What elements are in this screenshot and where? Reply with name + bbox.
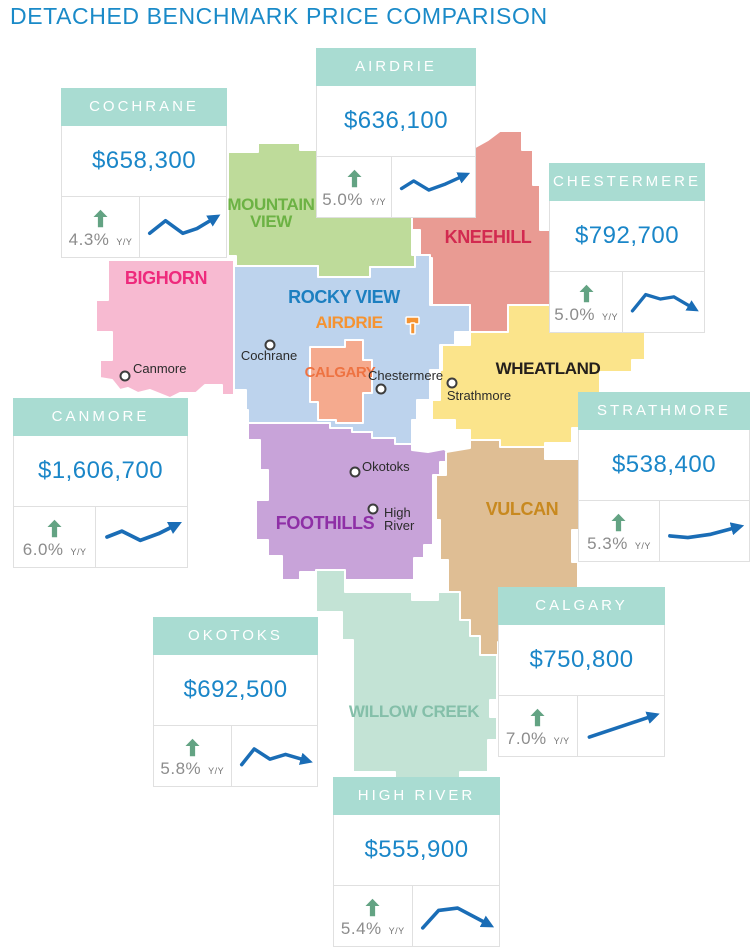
map-labels: MOUNTAIN VIEW KNEEHILL BIGHORN WHEATLAND ROCK… bbox=[125, 195, 601, 721]
up-arrow-icon bbox=[347, 169, 362, 187]
card-region-name: CALGARY bbox=[498, 587, 665, 625]
region-bighorn bbox=[95, 259, 235, 399]
yoy-change: 5.3% bbox=[587, 533, 628, 553]
yoy-change: 5.0% bbox=[322, 189, 363, 209]
region-foothills bbox=[247, 422, 453, 581]
map-label-airdrie-town: AIRDRIE bbox=[315, 313, 382, 332]
up-arrow-icon bbox=[611, 513, 626, 531]
region-label-mountain-view: MOUNTAIN VIEW bbox=[227, 195, 314, 231]
price-card-canmore: CANMORE $1,606,700 6.0% Y/Y bbox=[13, 398, 188, 568]
city-label-canmore: Canmore bbox=[133, 361, 186, 376]
city-label-strathmore: Strathmore bbox=[447, 388, 511, 403]
yoy-label: Y/Y bbox=[208, 765, 225, 776]
city-dot-cochrane bbox=[264, 339, 276, 351]
yoy-change: 5.8% bbox=[160, 758, 202, 778]
trend-sparkline bbox=[668, 522, 745, 540]
yoy-label: Y/Y bbox=[388, 925, 405, 936]
card-region-name: STRATHMORE bbox=[578, 392, 750, 430]
trend-sparkline bbox=[587, 711, 660, 739]
card-region-name: AIRDRIE bbox=[316, 48, 476, 86]
card-region-name: OKOTOKS bbox=[153, 617, 318, 655]
price-card-strathmore: STRATHMORE $538,400 5.3% Y/Y bbox=[578, 392, 750, 562]
card-region-name: HIGH RIVER bbox=[333, 777, 500, 815]
region-label-kneehill: KNEEHILL bbox=[445, 227, 532, 247]
trend-sparkline bbox=[420, 906, 494, 930]
benchmark-price: $636,100 bbox=[343, 107, 449, 134]
yoy-label: Y/Y bbox=[116, 236, 133, 247]
up-arrow-icon bbox=[93, 209, 108, 227]
benchmark-price: $538,400 bbox=[611, 451, 717, 478]
price-card-okotoks: OKOTOKS $692,500 5.8% Y/Y bbox=[153, 617, 318, 787]
trend-sparkline bbox=[400, 172, 471, 192]
yoy-change: 5.0% bbox=[554, 304, 596, 324]
yoy-label: Y/Y bbox=[70, 546, 87, 557]
region-calgary-region bbox=[309, 339, 373, 424]
region-label-vulcan: VULCAN bbox=[486, 499, 559, 519]
card-region-name: CHESTERMERE bbox=[549, 163, 705, 201]
city-dot-chestermere bbox=[375, 383, 387, 395]
page-title: DETACHED BENCHMARK PRICE COMPARISON bbox=[10, 3, 548, 29]
region-label-foothills: FOOTHILLS bbox=[276, 513, 375, 533]
city-label-cochrane: Cochrane bbox=[241, 348, 297, 363]
region-label-willow-creek: WILLOW CREEK bbox=[349, 702, 480, 721]
city-label-high-river: High River bbox=[384, 505, 415, 533]
trend-sparkline bbox=[239, 747, 313, 767]
benchmark-price: $555,900 bbox=[364, 836, 469, 863]
trend-sparkline bbox=[630, 292, 700, 313]
yoy-label: Y/Y bbox=[553, 735, 570, 746]
yoy-change: 4.3% bbox=[68, 229, 110, 249]
map-cities: Canmore Cochrane Chestermere Strathmore Okot… bbox=[119, 339, 511, 533]
city-dot-okotoks bbox=[349, 466, 361, 478]
yoy-label: Y/Y bbox=[602, 311, 619, 322]
up-arrow-icon bbox=[185, 738, 200, 756]
region-willow-creek bbox=[315, 569, 498, 783]
region-label-bighorn: BIGHORN bbox=[125, 268, 207, 288]
yoy-change: 6.0% bbox=[22, 539, 64, 559]
yoy-change: 5.4% bbox=[340, 918, 382, 938]
benchmark-price: $792,700 bbox=[574, 222, 680, 249]
up-arrow-icon bbox=[530, 708, 545, 726]
up-arrow-icon bbox=[47, 519, 62, 537]
yoy-change: 7.0% bbox=[505, 728, 547, 748]
card-region-name: CANMORE bbox=[13, 398, 188, 436]
price-card-calgary: CALGARY $750,800 7.0% Y/Y bbox=[498, 587, 665, 757]
region-label-rocky-view: ROCKY VIEW bbox=[288, 287, 400, 307]
price-card-airdrie: AIRDRIE $636,100 5.0% Y/Y bbox=[316, 48, 476, 218]
price-card-high-river: HIGH RIVER $555,900 5.4% Y/Y bbox=[333, 777, 500, 947]
price-card-cochrane: COCHRANE $658,300 4.3% Y/Y bbox=[61, 88, 227, 258]
map-regions bbox=[95, 130, 646, 783]
region-label-wheatland: WHEATLAND bbox=[496, 359, 601, 378]
trend-sparkline bbox=[104, 521, 182, 543]
card-region-name: COCHRANE bbox=[61, 88, 227, 126]
benchmark-price: $750,800 bbox=[529, 646, 634, 673]
city-label-chestermere: Chestermere bbox=[368, 368, 443, 383]
region-label-calgary-region: CALGARY bbox=[305, 364, 376, 381]
city-dot-canmore bbox=[119, 370, 131, 382]
benchmark-price: $692,500 bbox=[183, 676, 288, 703]
trend-sparkline bbox=[148, 214, 221, 236]
city-dot-strathmore bbox=[446, 377, 458, 389]
city-label-okotoks: Okotoks bbox=[362, 459, 410, 474]
city-dot-high-river bbox=[367, 503, 379, 515]
yoy-label: Y/Y bbox=[369, 196, 386, 207]
up-arrow-icon bbox=[579, 284, 594, 302]
up-arrow-icon bbox=[365, 898, 380, 916]
airdrie-town-pin-icon bbox=[409, 322, 416, 335]
yoy-label: Y/Y bbox=[634, 540, 651, 551]
benchmark-price: $1,606,700 bbox=[37, 457, 164, 484]
price-card-chestermere: CHESTERMERE $792,700 5.0% Y/Y bbox=[549, 163, 705, 333]
benchmark-price: $658,300 bbox=[91, 147, 197, 174]
